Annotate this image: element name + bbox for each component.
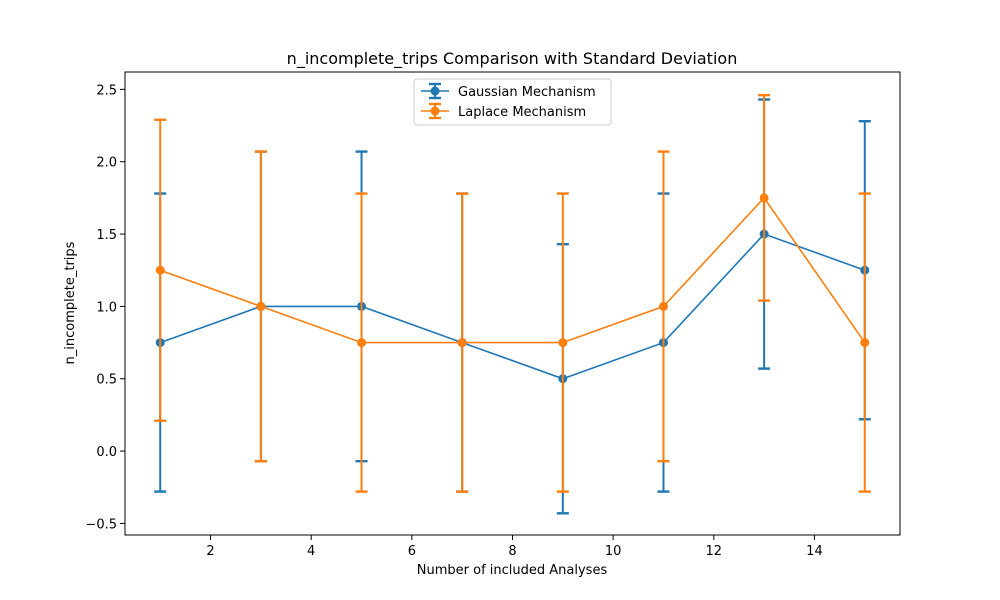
data-point: [256, 301, 266, 311]
legend: Gaussian Mechanism Laplace Mechanism: [413, 78, 612, 126]
y-tick-label: 2.5: [96, 83, 117, 98]
x-tick-label: 12: [706, 544, 723, 559]
legend-label: Laplace Mechanism: [458, 105, 586, 120]
series-line: [159, 233, 866, 380]
x-tick-label: 2: [206, 544, 214, 559]
data-point: [457, 338, 467, 348]
y-tick-label: 0.0: [96, 445, 117, 460]
series-line: [159, 196, 866, 344]
data-point: [558, 338, 568, 348]
data-point: [759, 193, 769, 203]
data-point: [658, 301, 668, 311]
y-axis: −0.5 0.0 0.5 1.0 1.5 2.0 2.5: [85, 83, 125, 532]
x-axis-label: Number of included Analyses: [417, 563, 608, 578]
y-tick-label: 0.5: [96, 373, 117, 388]
x-axis: 2 4 6 8 10 12 14: [206, 535, 823, 559]
chart-title: n_incomplete_trips Comparison with Stand…: [287, 49, 738, 69]
legend-marker: [430, 106, 440, 116]
data-point: [155, 265, 165, 275]
legend-marker: [430, 86, 440, 96]
data-point: [860, 338, 870, 348]
y-tick-label: −0.5: [85, 517, 117, 532]
legend-entry: Gaussian Mechanism: [421, 82, 596, 100]
legend-label: Gaussian Mechanism: [458, 85, 596, 100]
x-tick-label: 10: [605, 544, 622, 559]
x-tick-label: 4: [307, 544, 315, 559]
y-tick-label: 1.0: [96, 300, 117, 315]
x-tick-label: 6: [408, 544, 416, 559]
y-axis-label: n_incomplete_trips: [63, 241, 78, 364]
data-point: [357, 338, 367, 348]
series-laplace: [154, 93, 871, 493]
x-tick-label: 14: [806, 544, 823, 559]
x-tick-label: 8: [508, 544, 516, 559]
y-tick-label: 2.0: [96, 156, 117, 171]
legend-entry: Laplace Mechanism: [421, 102, 586, 120]
plot-area: [154, 93, 871, 515]
y-tick-label: 1.5: [96, 228, 117, 243]
legend-box: [413, 78, 612, 126]
